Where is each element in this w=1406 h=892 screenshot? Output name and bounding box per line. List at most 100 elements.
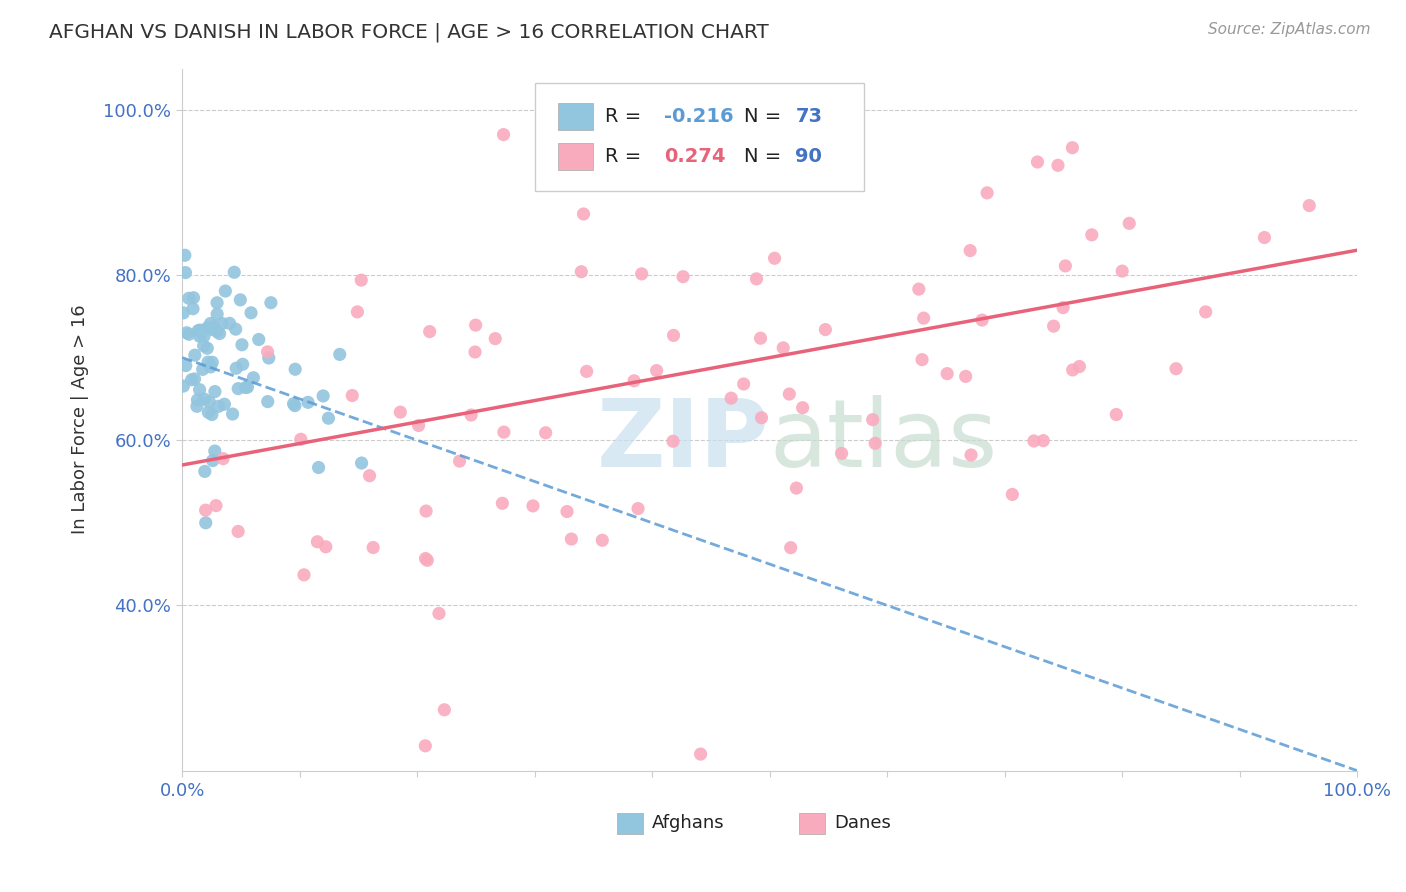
Point xyxy=(186,400,208,414)
Point xyxy=(569,265,592,279)
Point xyxy=(221,407,243,421)
Point xyxy=(1042,319,1064,334)
Point xyxy=(460,408,482,422)
Bar xyxy=(558,143,593,169)
Point xyxy=(831,446,853,460)
Point xyxy=(247,333,270,347)
Point xyxy=(181,301,204,316)
Point xyxy=(492,425,515,439)
Point xyxy=(329,347,352,361)
Point xyxy=(415,739,437,753)
Point xyxy=(534,425,557,440)
Point xyxy=(205,307,228,321)
Point xyxy=(907,282,929,296)
Text: N =: N = xyxy=(744,107,787,126)
Point xyxy=(492,128,515,142)
Point xyxy=(1062,363,1084,377)
Point xyxy=(1253,230,1275,244)
Point xyxy=(226,382,249,396)
Point xyxy=(208,326,231,341)
Point xyxy=(346,305,368,319)
Point xyxy=(172,306,194,320)
Point xyxy=(260,295,283,310)
Text: atlas: atlas xyxy=(769,394,998,487)
Point xyxy=(242,370,264,384)
Point xyxy=(623,374,645,388)
Point xyxy=(662,434,685,449)
Point xyxy=(290,432,312,446)
Point xyxy=(197,405,219,419)
Point xyxy=(308,460,330,475)
Point xyxy=(416,553,439,567)
Point xyxy=(183,372,205,386)
Point xyxy=(522,499,544,513)
Point xyxy=(292,567,315,582)
Point xyxy=(214,284,236,298)
Point xyxy=(180,373,202,387)
Point xyxy=(555,504,578,518)
Point xyxy=(959,244,981,258)
Point xyxy=(1062,141,1084,155)
Point xyxy=(174,359,197,373)
Text: AFGHAN VS DANISH IN LABOR FORCE | AGE > 16 CORRELATION CHART: AFGHAN VS DANISH IN LABOR FORCE | AGE > … xyxy=(49,22,769,42)
Point xyxy=(572,207,595,221)
Point xyxy=(205,499,228,513)
Point xyxy=(225,322,247,336)
Text: 0.274: 0.274 xyxy=(664,147,725,166)
Point xyxy=(284,399,307,413)
Point xyxy=(312,389,335,403)
Point xyxy=(212,451,235,466)
Text: R =: R = xyxy=(605,147,648,166)
Point xyxy=(1298,198,1320,212)
Point xyxy=(350,273,373,287)
Point xyxy=(912,311,935,326)
Point xyxy=(689,747,711,761)
Point xyxy=(200,322,222,336)
Point xyxy=(176,326,198,340)
Point xyxy=(205,325,228,339)
Point xyxy=(214,397,236,411)
Point xyxy=(449,454,471,468)
Point xyxy=(186,392,208,407)
Text: R =: R = xyxy=(605,107,648,126)
Point xyxy=(464,318,486,332)
Point xyxy=(201,355,224,369)
Point xyxy=(350,456,373,470)
Point xyxy=(491,496,513,510)
Point xyxy=(772,341,794,355)
Point xyxy=(207,400,229,414)
Point xyxy=(1118,216,1140,230)
Point xyxy=(763,252,786,266)
Point xyxy=(318,411,340,425)
Point xyxy=(204,384,226,399)
Point xyxy=(464,345,486,359)
Bar xyxy=(617,813,643,834)
Point xyxy=(197,355,219,369)
Point xyxy=(187,324,209,338)
Point xyxy=(174,266,197,280)
Point xyxy=(1111,264,1133,278)
Point xyxy=(315,540,337,554)
Point xyxy=(194,464,217,478)
Point xyxy=(1081,227,1104,242)
Point xyxy=(1052,301,1074,315)
Point xyxy=(970,313,993,327)
Bar xyxy=(799,813,825,834)
Point xyxy=(256,344,278,359)
Text: 90: 90 xyxy=(796,147,823,166)
Point xyxy=(862,412,884,426)
Point xyxy=(232,357,254,371)
Point xyxy=(218,316,240,330)
Text: -0.216: -0.216 xyxy=(664,107,734,126)
Point xyxy=(575,364,598,378)
Point xyxy=(194,516,217,530)
Point xyxy=(226,524,249,539)
Text: 73: 73 xyxy=(796,107,823,126)
Point xyxy=(560,532,582,546)
Point xyxy=(863,436,886,450)
Point xyxy=(257,351,280,365)
Point xyxy=(1054,259,1077,273)
Point xyxy=(911,352,934,367)
Point xyxy=(283,397,305,411)
Point xyxy=(976,186,998,200)
